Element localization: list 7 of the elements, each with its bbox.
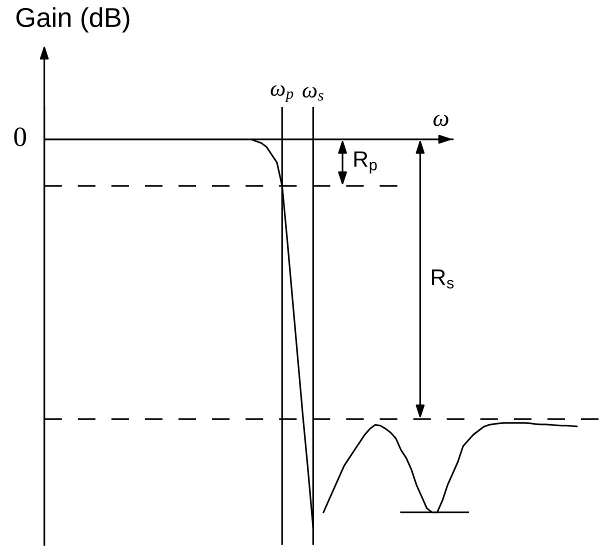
- x-tick-label: ω$_{s}$: [302, 86, 324, 101]
- x-axis-title: ω: [433, 114, 448, 126]
- x-tick-label: ω$_{p}$: [270, 85, 294, 102]
- y-axis-title: Gain (dB): [16, 7, 130, 32]
- text: 0: [14, 127, 26, 146]
- annotation: R$_{p}$: [354, 151, 377, 174]
- annotation: R$_{s}$: [432, 270, 454, 289]
